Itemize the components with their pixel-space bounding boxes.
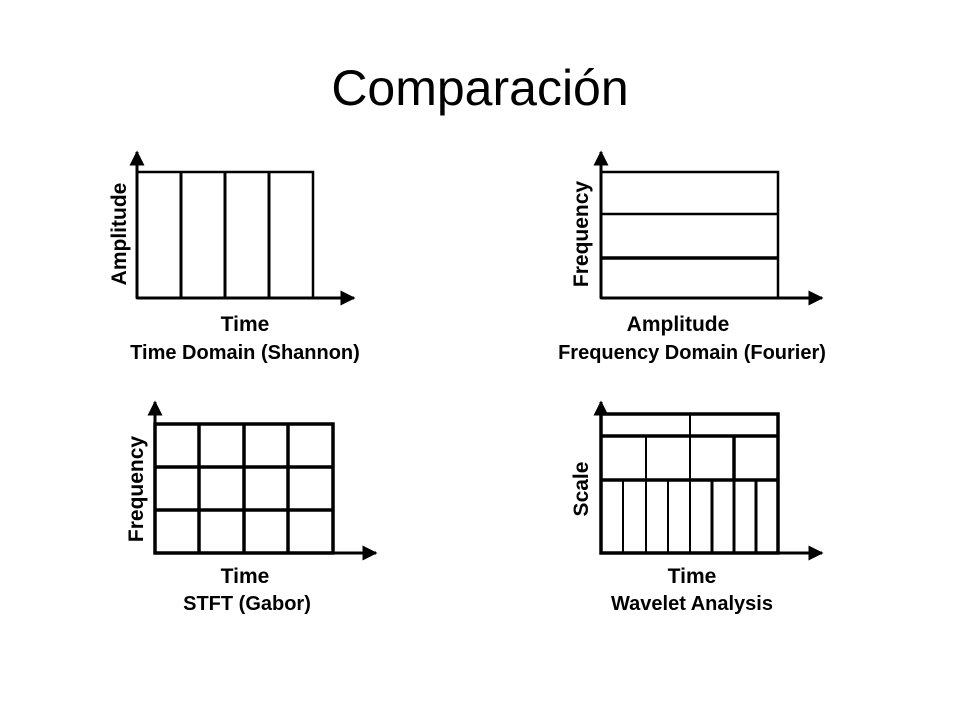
x-axis-label: Time xyxy=(668,565,717,588)
panel-caption: STFT (Gabor) xyxy=(183,593,311,615)
y-axis-label: Scale xyxy=(570,462,593,517)
x-axis-label: Time xyxy=(221,565,270,588)
panel-caption: Frequency Domain (Fourier) xyxy=(558,342,826,364)
panel-caption: Time Domain (Shannon) xyxy=(130,342,360,364)
x-axis-label: Time xyxy=(221,313,270,336)
slide-title: Comparación xyxy=(331,60,629,116)
y-axis-label: Frequency xyxy=(570,181,593,288)
y-axis-label: Amplitude xyxy=(108,183,131,286)
panel-stft: Frequency Time STFT (Gabor) xyxy=(125,400,378,615)
panel-frequency-domain: Frequency Amplitude Frequency Domain (Fo… xyxy=(558,150,826,364)
tile-grid xyxy=(599,170,780,300)
panel-wavelet: Scale Time Wavelet Analysis xyxy=(570,400,824,615)
panel-time-domain: Amplitude Time Time Domain (Shannon) xyxy=(108,150,360,364)
panel-caption: Wavelet Analysis xyxy=(611,593,773,615)
y-axis-label: Frequency xyxy=(125,436,148,543)
x-axis-label: Amplitude xyxy=(627,313,730,336)
